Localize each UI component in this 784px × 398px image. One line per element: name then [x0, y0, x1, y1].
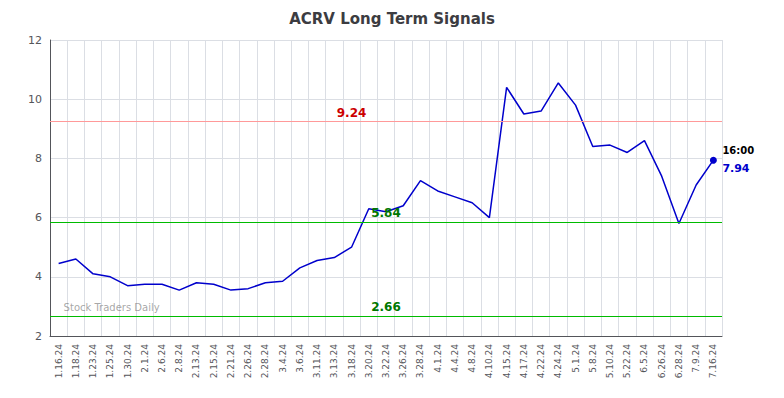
- svg-text:5.1.24: 5.1.24: [571, 344, 581, 373]
- svg-text:7.16.24: 7.16.24: [708, 344, 718, 379]
- svg-text:2.1.24: 2.1.24: [140, 344, 150, 373]
- svg-text:3.22.24: 3.22.24: [381, 344, 391, 379]
- svg-text:1.18.24: 1.18.24: [71, 344, 81, 379]
- svg-text:6.28.24: 6.28.24: [674, 344, 684, 379]
- svg-text:2.6.24: 2.6.24: [157, 344, 167, 373]
- svg-text:4.15.24: 4.15.24: [502, 344, 512, 379]
- svg-text:4.10.24: 4.10.24: [484, 344, 494, 379]
- svg-text:4.8.24: 4.8.24: [467, 344, 477, 373]
- svg-text:2: 2: [35, 330, 42, 343]
- svg-text:2.21.24: 2.21.24: [226, 344, 236, 379]
- svg-text:5.22.24: 5.22.24: [622, 344, 632, 379]
- svg-text:6: 6: [35, 211, 42, 224]
- svg-text:4.22.24: 4.22.24: [536, 344, 546, 379]
- svg-text:2.66: 2.66: [371, 300, 401, 314]
- svg-text:3.18.24: 3.18.24: [347, 344, 357, 379]
- svg-text:4: 4: [35, 270, 42, 283]
- svg-text:5.10.24: 5.10.24: [605, 344, 615, 379]
- svg-text:3.13.24: 3.13.24: [329, 344, 339, 379]
- svg-text:2.15.24: 2.15.24: [209, 344, 219, 379]
- svg-text:5.8.24: 5.8.24: [588, 344, 598, 373]
- svg-text:1.16.24: 1.16.24: [54, 344, 64, 379]
- svg-text:ACRV Long Term Signals: ACRV Long Term Signals: [289, 10, 495, 28]
- svg-text:12: 12: [28, 34, 42, 47]
- svg-text:3.28.24: 3.28.24: [415, 344, 425, 379]
- svg-text:3.26.24: 3.26.24: [398, 344, 408, 379]
- svg-text:2.26.24: 2.26.24: [243, 344, 253, 379]
- svg-text:7.94: 7.94: [722, 162, 749, 175]
- svg-text:1.25.24: 1.25.24: [105, 344, 115, 379]
- svg-text:3.11.24: 3.11.24: [312, 344, 322, 379]
- svg-text:1.23.24: 1.23.24: [88, 344, 98, 379]
- svg-text:2.8.24: 2.8.24: [174, 344, 184, 373]
- svg-text:10: 10: [28, 93, 42, 106]
- svg-text:6.26.24: 6.26.24: [657, 344, 667, 379]
- svg-text:16:00: 16:00: [722, 145, 754, 156]
- svg-text:8: 8: [35, 152, 42, 165]
- svg-text:1.30.24: 1.30.24: [123, 344, 133, 379]
- svg-text:2.13.24: 2.13.24: [191, 344, 201, 379]
- svg-text:3.20.24: 3.20.24: [364, 344, 374, 379]
- svg-text:5.84: 5.84: [371, 206, 401, 220]
- svg-text:9.24: 9.24: [337, 106, 367, 120]
- svg-text:4.4.24: 4.4.24: [450, 344, 460, 373]
- svg-text:6.5.24: 6.5.24: [639, 344, 649, 373]
- svg-text:4.24.24: 4.24.24: [553, 344, 563, 379]
- svg-text:4.17.24: 4.17.24: [519, 344, 529, 379]
- svg-text:7.9.24: 7.9.24: [691, 344, 701, 373]
- svg-text:3.6.24: 3.6.24: [295, 344, 305, 373]
- svg-text:Stock Traders Daily: Stock Traders Daily: [64, 302, 160, 313]
- svg-text:2.28.24: 2.28.24: [260, 344, 270, 379]
- svg-text:3.4.24: 3.4.24: [278, 344, 288, 373]
- svg-text:4.1.24: 4.1.24: [433, 344, 443, 373]
